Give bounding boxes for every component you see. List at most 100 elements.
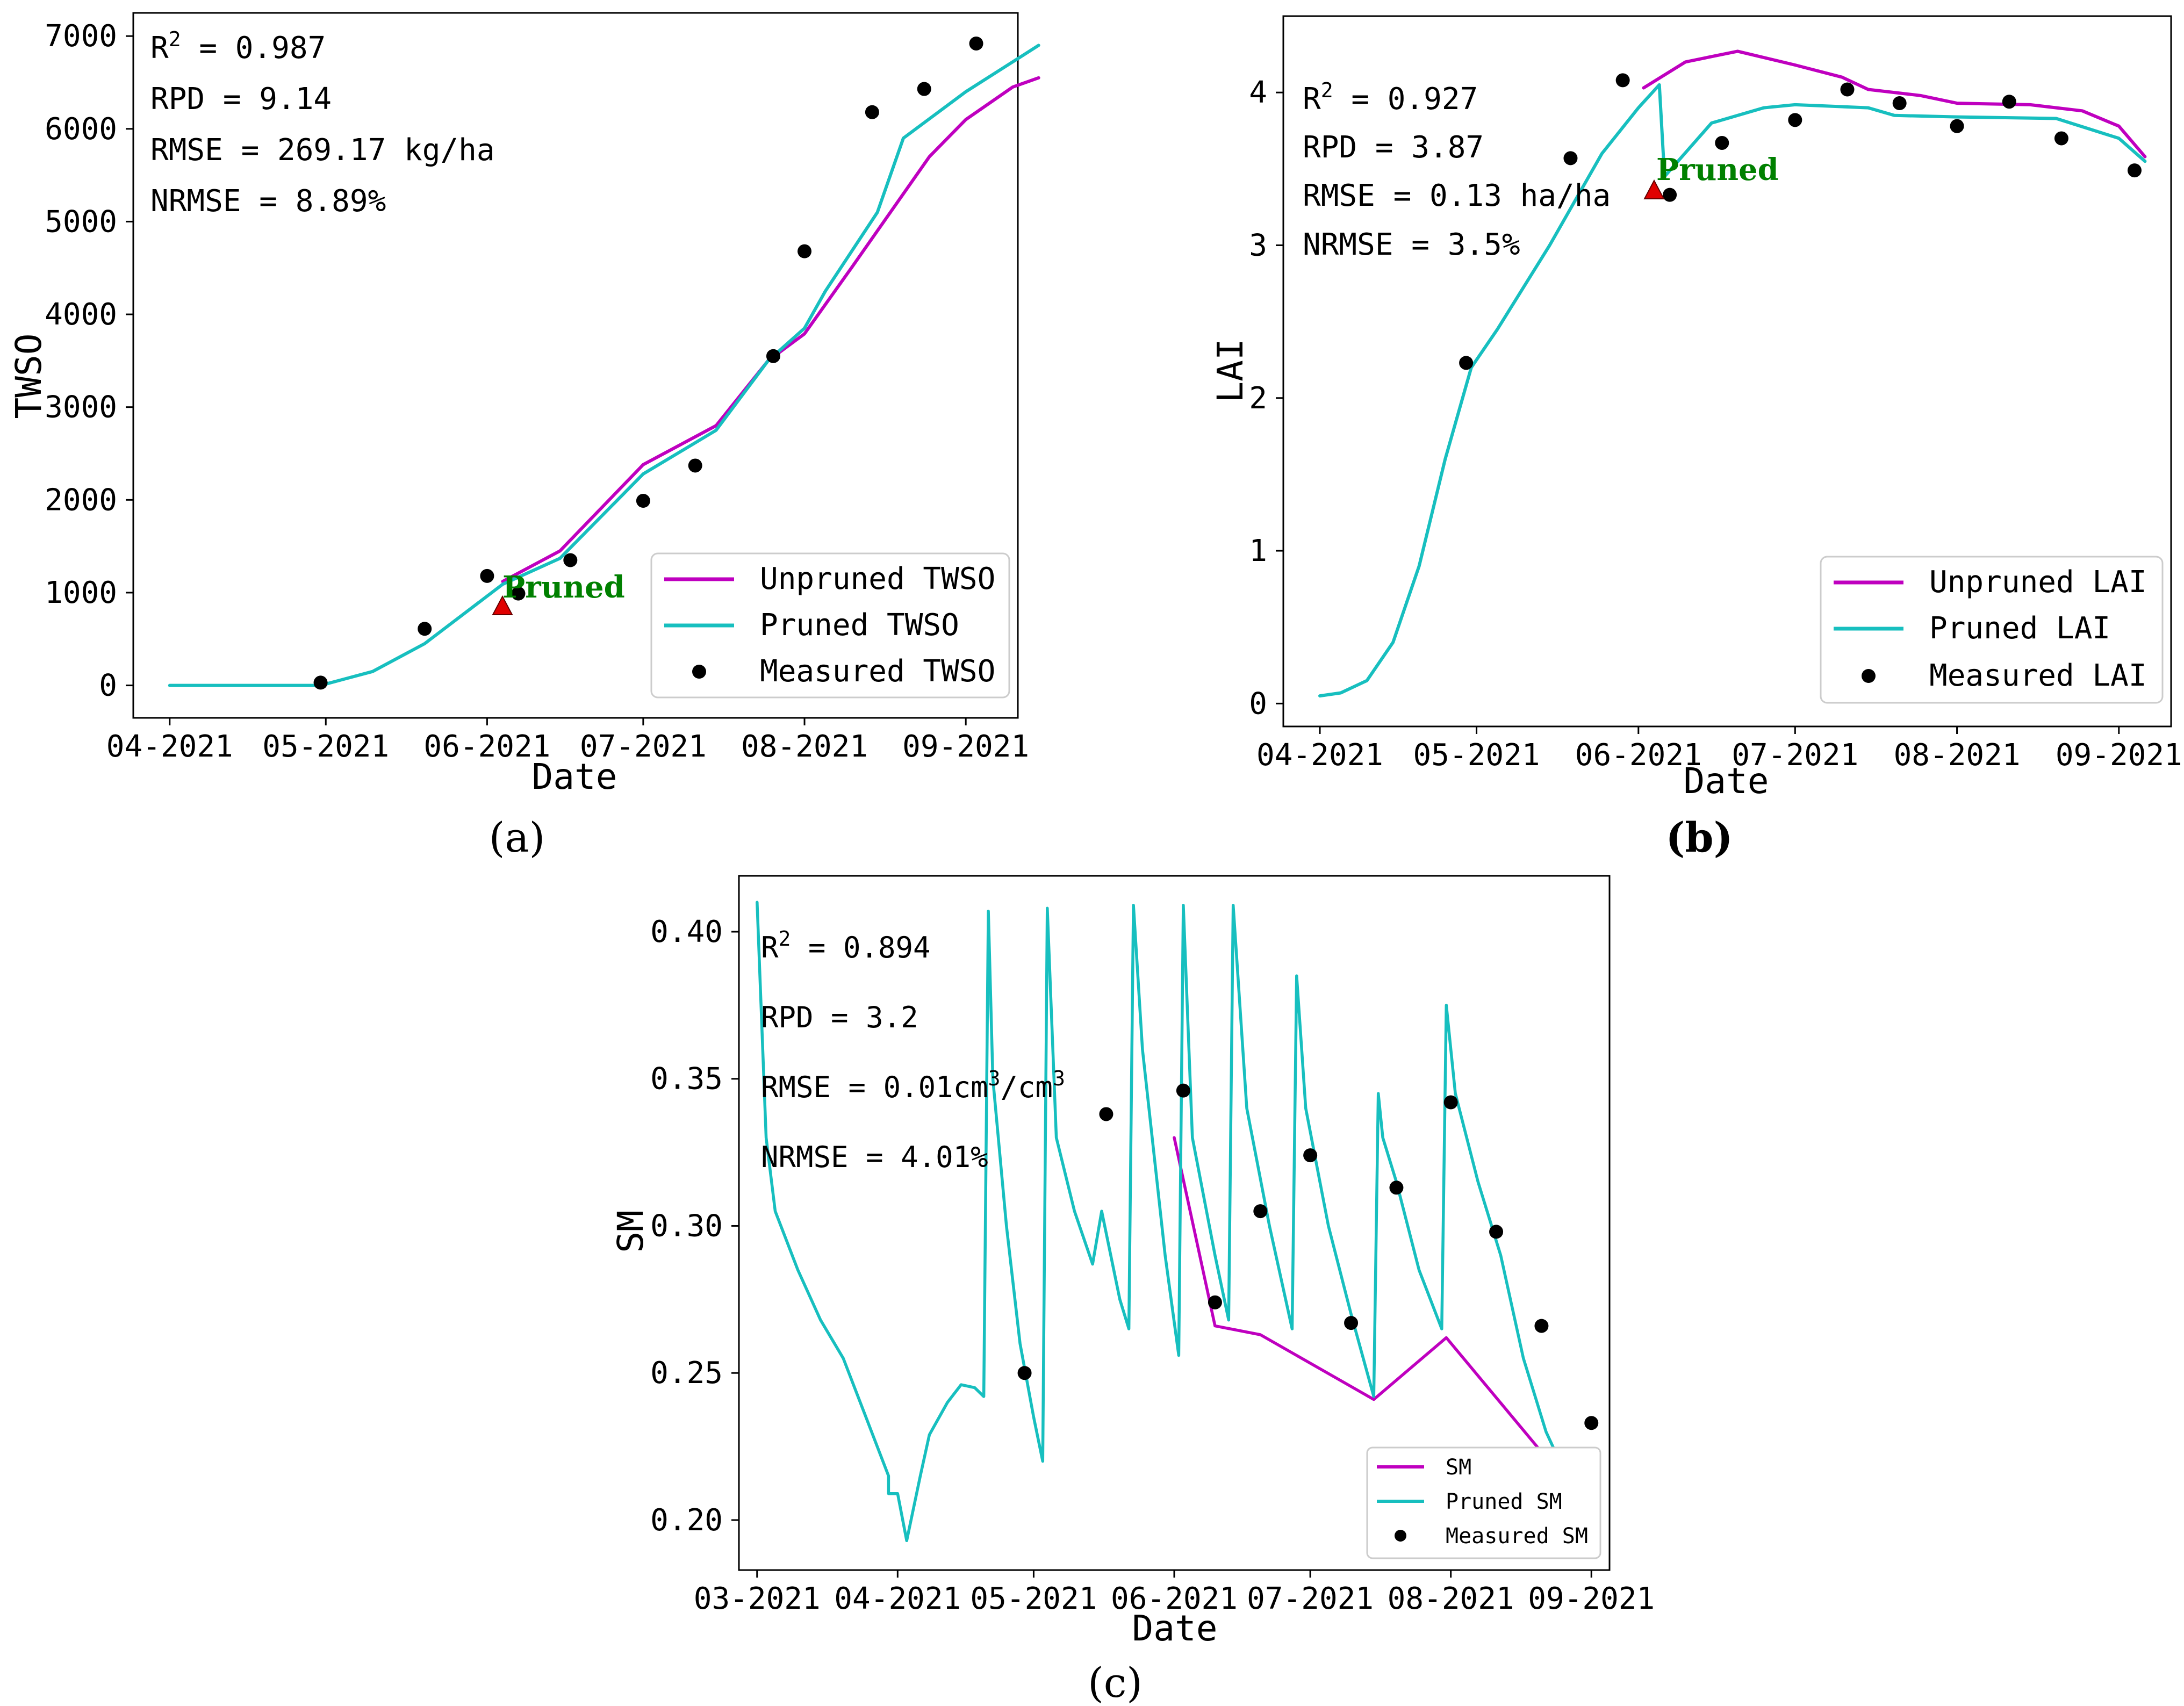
data-point-measured-twso-a-9 — [865, 105, 879, 119]
series-line-unpruned-twso-a — [501, 76, 1040, 584]
data-point-measured-twso-a-7 — [766, 349, 780, 363]
x-tick-label-b-3: 07-2021 — [1732, 738, 1858, 773]
data-point-measured-sm-c-1 — [1099, 1107, 1113, 1121]
stat-rpd-a: RPD = 9.14 — [150, 82, 332, 117]
series-line-pruned-lai-b — [1318, 83, 2147, 698]
y-axis-label-b: LAI — [1210, 339, 1251, 402]
panel-label-c: (c) — [1088, 1659, 1143, 1706]
y-tick-label-a-0: 0 — [99, 668, 117, 703]
legend-label-measured-b: Measured LAI — [1929, 658, 2147, 693]
x-tick-label-a-1: 05-2021 — [262, 729, 389, 764]
x-tick-label-b-2: 06-2021 — [1575, 738, 1702, 773]
legend-frame-a — [650, 552, 1010, 699]
series-line-pruned-twso-a — [168, 44, 1040, 687]
y-tick-label-a-7: 7000 — [45, 19, 117, 54]
x-axis-label-b: Date — [1684, 760, 1769, 802]
x-tick-label-c-1: 04-2021 — [834, 1581, 961, 1616]
data-point-measured-lai-b-10 — [2054, 131, 2068, 146]
legend-label-unpruned-b: Unpruned LAI — [1929, 565, 2147, 600]
stat-nrmse-c: NRMSE = 4.01% — [761, 1140, 988, 1174]
legend-label-measured-c: Measured SM — [1446, 1524, 1588, 1549]
x-tick-label-a-0: 04-2021 — [106, 729, 233, 764]
y-tick-label-c-4: 0.40 — [650, 915, 723, 949]
legend-label-pruned-c: Pruned SM — [1446, 1489, 1562, 1514]
pruned-marker-b — [1643, 179, 1665, 199]
data-point-measured-twso-a-6 — [688, 458, 702, 473]
legend-label-unpruned-a: Unpruned TWSO — [760, 562, 995, 596]
stat-r2-c: R2 = 0.894 — [761, 927, 931, 964]
legend-swatch-measured-b — [1862, 669, 1876, 683]
series-line-unpruned-lai-b — [1642, 49, 2147, 159]
chart-panel-b: 04-2021 05-2021 06-2021 07-2021 08-2021 09-20… — [1210, 15, 2182, 861]
data-point-measured-sm-c-9 — [1489, 1225, 1504, 1239]
stat-rmse-b: RMSE = 0.13 ha/ha — [1303, 178, 1611, 213]
x-tick-label-c-2: 05-2021 — [970, 1581, 1097, 1616]
x-tick-label-c-3: 06-2021 — [1111, 1581, 1238, 1616]
data-point-measured-twso-a-4 — [563, 553, 578, 567]
legend-label-sm-c: SM — [1446, 1455, 1471, 1480]
data-point-measured-lai-b-11 — [2127, 163, 2142, 178]
legend-label-measured-a: Measured TWSO — [760, 654, 995, 689]
panel-label-b: (b) — [1665, 814, 1733, 861]
legend-swatch-measured-c — [1395, 1530, 1406, 1542]
data-point-measured-twso-a-11 — [969, 36, 983, 51]
y-tick-label-b-1: 1 — [1249, 534, 1267, 568]
y-tick-label-c-0: 0.20 — [650, 1503, 723, 1538]
data-point-measured-lai-b-9 — [2002, 95, 2016, 109]
data-point-measured-lai-b-4 — [1715, 135, 1729, 150]
data-point-measured-lai-b-8 — [1950, 119, 1964, 133]
data-point-measured-twso-a-1 — [418, 622, 432, 636]
x-tick-label-c-0: 03-2021 — [694, 1581, 821, 1616]
data-point-measured-lai-b-7 — [1892, 96, 1907, 111]
y-tick-label-a-3: 3000 — [45, 390, 117, 425]
stats-box-c: R2 = 0.894 RPD = 3.2 RMSE = 0.01cm3/cm3 … — [761, 927, 1065, 1174]
y-tick-label-b-3: 3 — [1249, 228, 1267, 263]
data-point-measured-sm-c-7 — [1389, 1180, 1404, 1195]
x-axis-label-a: Date — [532, 756, 617, 797]
x-tick-label-c-4: 07-2021 — [1247, 1581, 1374, 1616]
stats-box-a: R2 = 0.987 RPD = 9.14 RMSE = 269.17 kg/h… — [150, 27, 495, 219]
x-tick-label-c-6: 09-2021 — [1528, 1581, 1655, 1616]
stat-rpd-c: RPD = 3.2 — [761, 1000, 918, 1034]
legend-frame-c — [1366, 1446, 1601, 1559]
data-point-measured-lai-b-1 — [1563, 151, 1578, 165]
y-tick-label-c-1: 0.25 — [650, 1356, 723, 1391]
data-point-measured-sm-c-8 — [1443, 1095, 1458, 1110]
x-axis-label-c: Date — [1132, 1608, 1218, 1649]
x-tick-label-a-2: 06-2021 — [423, 729, 550, 764]
data-point-measured-twso-a-3 — [511, 586, 526, 601]
pruned-marker-a — [492, 595, 513, 615]
x-tick-label-a-4: 08-2021 — [741, 729, 868, 764]
legend-c: SM Pruned SM Measured SM — [1366, 1446, 1601, 1559]
legend-frame-b — [1820, 556, 2164, 704]
y-axis-label-c: SM — [610, 1210, 651, 1252]
x-tick-label-a-3: 07-2021 — [580, 729, 707, 764]
stats-box-b: R2 = 0.927 RPD = 3.87 RMSE = 0.13 ha/ha … — [1303, 78, 1611, 262]
y-tick-label-a-4: 4000 — [45, 297, 117, 332]
y-tick-label-a-5: 5000 — [45, 204, 117, 239]
data-point-measured-twso-a-2 — [480, 568, 494, 583]
chart-panel-a: 04-2021 05-2021 06-2021 07-2021 08-2021 09-20… — [8, 12, 1040, 861]
axes-frame-a — [132, 12, 1019, 719]
x-tick-label-b-0: 04-2021 — [1256, 738, 1383, 773]
data-point-measured-sm-c-11 — [1584, 1416, 1599, 1430]
data-point-measured-lai-b-3 — [1663, 188, 1677, 202]
y-axis-label-a: TWSO — [8, 334, 49, 419]
x-tick-label-a-5: 09-2021 — [902, 729, 1029, 764]
stat-rmse-a: RMSE = 269.17 kg/ha — [150, 133, 495, 168]
legend-b: Unpruned LAI Pruned LAI Measured LAI — [1820, 556, 2164, 704]
series-line-pruned-sm-c — [756, 901, 1589, 1543]
y-tick-label-b-0: 0 — [1249, 686, 1267, 721]
stat-nrmse-a: NRMSE = 8.89% — [150, 184, 386, 219]
stat-r2-b: R2 = 0.927 — [1303, 78, 1478, 117]
data-point-measured-sm-c-4 — [1253, 1204, 1268, 1219]
y-tick-label-c-2: 0.30 — [650, 1208, 723, 1243]
data-point-measured-lai-b-2 — [1615, 73, 1630, 88]
data-point-measured-lai-b-0 — [1459, 356, 1474, 370]
y-tick-label-a-2: 2000 — [45, 483, 117, 517]
data-point-measured-twso-a-10 — [917, 82, 931, 96]
y-tick-label-b-4: 4 — [1249, 75, 1267, 110]
data-point-measured-sm-c-10 — [1534, 1319, 1549, 1333]
y-tick-label-b-2: 2 — [1249, 381, 1267, 416]
